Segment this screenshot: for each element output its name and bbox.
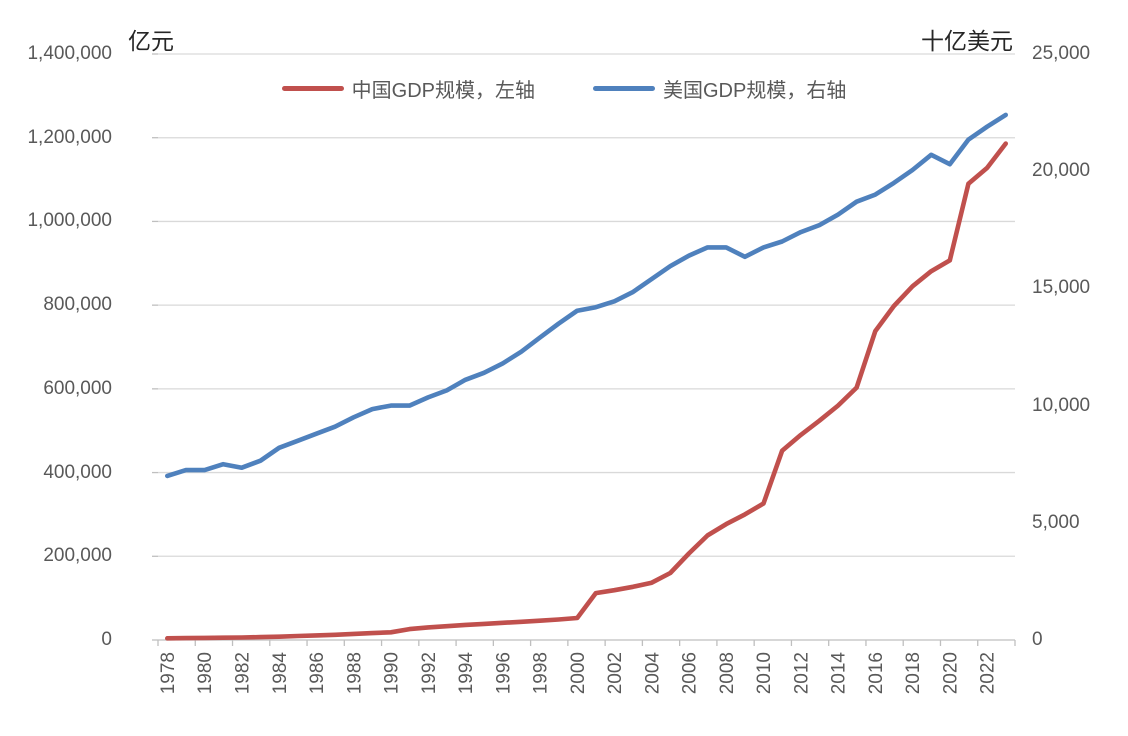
x-tick-label: 2014 <box>829 652 850 695</box>
x-tick-label: 2004 <box>642 652 663 695</box>
x-tick-label: 1994 <box>456 652 477 695</box>
x-tick-label: 1990 <box>382 652 403 694</box>
x-tick-label: 1978 <box>158 652 179 694</box>
right-axis-tick-label: 0 <box>1032 629 1043 650</box>
left-axis-tick-label: 0 <box>101 629 112 650</box>
x-tick-label: 1988 <box>344 652 365 694</box>
x-tick-label: 2018 <box>903 652 924 694</box>
us-gdp-line <box>165 112 1009 479</box>
right-axis-title: 十亿美元 <box>921 29 1013 55</box>
left-axis-tick-label: 1,200,000 <box>27 126 112 148</box>
right-axis-tick-label: 10,000 <box>1032 394 1091 416</box>
right-axis-tick-label: 15,000 <box>1032 277 1091 299</box>
left-axis-tick-label: 1,400,000 <box>27 43 112 64</box>
x-tick-label: 1998 <box>531 652 552 694</box>
left-axis-title: 亿元 <box>128 29 174 55</box>
x-tick-label: 2000 <box>568 652 589 694</box>
x-tick-label: 2012 <box>791 652 812 694</box>
x-tick-label: 1984 <box>270 652 291 695</box>
left-axis-tick-label: 800,000 <box>43 294 112 316</box>
x-tick-label: 2010 <box>754 652 775 694</box>
x-tick-label: 1996 <box>493 652 514 694</box>
x-tick-label: 2008 <box>717 652 738 694</box>
right-axis-tick-label: 25,000 <box>1032 43 1091 64</box>
x-tick-label: 1992 <box>419 652 440 694</box>
x-tick-label: 1986 <box>307 652 328 694</box>
x-tick-label: 2022 <box>978 652 999 694</box>
x-tick-label: 1980 <box>195 652 216 694</box>
china-gdp-line <box>165 141 1009 641</box>
left-axis-tick-label: 600,000 <box>43 377 112 399</box>
x-tick-label: 2006 <box>680 652 701 694</box>
x-tick-label: 2016 <box>866 652 887 694</box>
left-axis-tick-label: 1,000,000 <box>27 210 112 232</box>
left-axis-tick-label: 200,000 <box>43 545 112 567</box>
x-tick-label: 2020 <box>940 652 961 694</box>
x-tick-label: 1982 <box>232 652 253 694</box>
right-axis-tick-label: 20,000 <box>1032 160 1091 182</box>
left-axis-tick-label: 400,000 <box>43 461 112 483</box>
x-tick-label: 2002 <box>605 652 626 694</box>
right-axis-tick-label: 5,000 <box>1032 511 1080 533</box>
